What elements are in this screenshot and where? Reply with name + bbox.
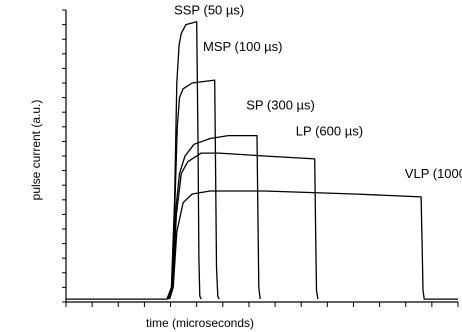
series-line-3 [168,152,319,300]
series-label-2: SP (300 µs) [246,97,315,112]
series-layer [66,21,458,300]
series-line-4 [168,190,458,300]
series-line-1 [167,79,220,300]
x-axis-title: time (microseconds) [146,316,254,330]
series-line-0 [66,21,202,300]
y-axis-title: pulse current (a.u.) [29,100,43,201]
labels-layer: SSP (50 µs) MSP (100 µs) SP (300 µs) LP (60… [174,2,462,181]
axes [62,9,459,307]
series-line-2 [168,134,261,300]
series-label-1: MSP (100 µs) [203,39,283,54]
series-label-4: VLP (1000 µs) [405,166,462,181]
series-label-3: LP (600 µs) [296,124,363,139]
series-label-0: SSP (50 µs) [174,2,244,17]
